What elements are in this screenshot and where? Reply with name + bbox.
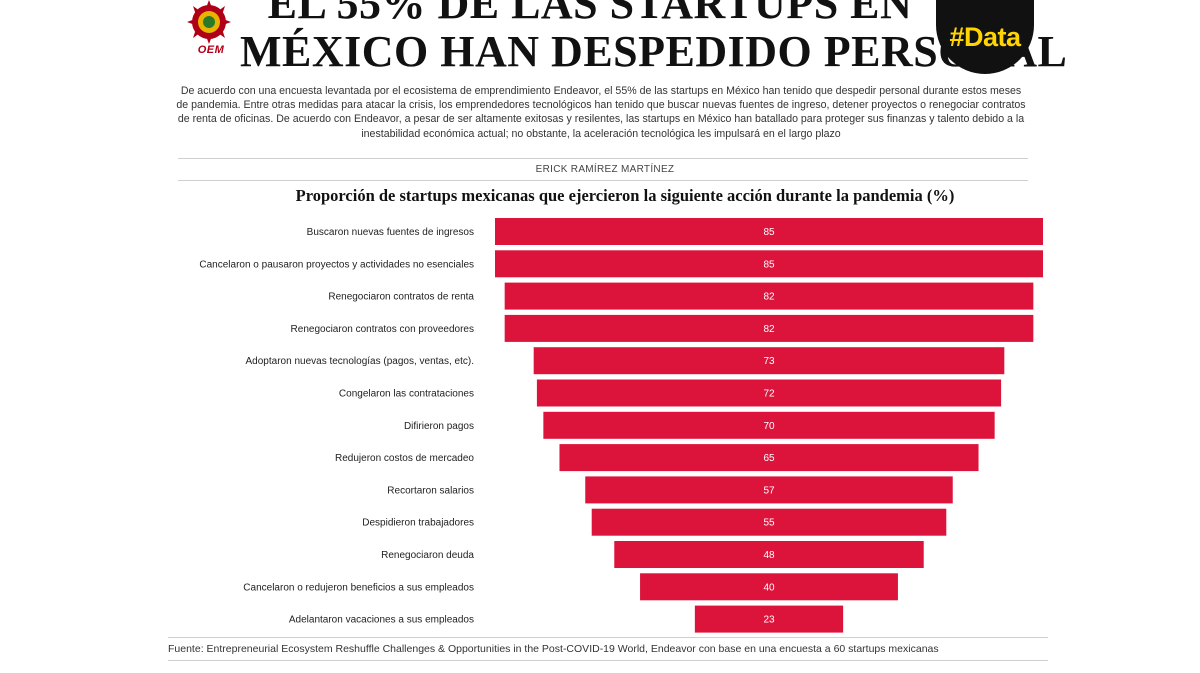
oem-logo-text: OEM xyxy=(197,44,225,56)
byline: ERICK RAMÍREZ MARTÍNEZ xyxy=(535,164,675,175)
bar-2 xyxy=(495,250,1043,278)
bar-value-label-1: 85 xyxy=(763,227,775,238)
bar-value-label-13: 23 xyxy=(763,615,775,626)
bar-1 xyxy=(495,218,1043,245)
headline-line-1: EL 55% DE LAS STARTUPS EN xyxy=(267,0,913,28)
bar-value-label-10: 55 xyxy=(763,518,775,529)
category-label-10: Despidieron trabajadores xyxy=(362,518,474,529)
headline-line-2: MÉXICO HAN DESPEDIDO PERSONAL xyxy=(240,27,1068,76)
source-note: Fuente: Entrepreneurial Ecosystem Reshuf… xyxy=(168,643,939,655)
category-label-2: Cancelaron o pausaron proyectos y activi… xyxy=(199,259,474,270)
category-label-9: Recortaron salarios xyxy=(387,485,474,496)
bar-12 xyxy=(640,573,898,601)
category-label-7: Difirieron pagos xyxy=(404,421,474,432)
divider-source xyxy=(168,637,1048,638)
bar-value-label-4: 82 xyxy=(763,324,775,335)
bar-value-label-8: 65 xyxy=(763,453,775,464)
category-label-6: Congelaron las contrataciones xyxy=(339,389,474,400)
category-label-12: Cancelaron o redujeron beneficios a sus … xyxy=(243,582,474,593)
bar-10 xyxy=(591,508,947,536)
bar-5 xyxy=(533,347,1005,375)
bar-13 xyxy=(694,605,844,633)
bar-7 xyxy=(543,411,995,439)
category-label-1: Buscaron nuevas fuentes de ingresos xyxy=(307,227,474,238)
category-label-5: Adoptaron nuevas tecnologías (pagos, ven… xyxy=(246,356,474,367)
data-badge-text: #Data xyxy=(949,21,1021,52)
bar-value-label-3: 82 xyxy=(763,292,775,303)
bar-6 xyxy=(536,379,1002,407)
bar-value-label-11: 48 xyxy=(763,550,775,561)
headline: EL 55% DE LAS STARTUPS EN MÉXICO HAN DES… xyxy=(240,0,1068,76)
bar-value-label-12: 40 xyxy=(763,582,775,593)
intro-paragraph: De acuerdo con una encuesta levantada po… xyxy=(176,85,1026,140)
oem-seal-logo xyxy=(187,0,231,44)
bar-value-label-6: 72 xyxy=(763,389,775,400)
chart-title: Proporción de startups mexicanas que eje… xyxy=(295,186,955,205)
category-label-11: Renegociaron deuda xyxy=(381,550,474,561)
category-label-13: Adelantaron vacaciones a sus empleados xyxy=(289,615,474,626)
bar-8 xyxy=(559,444,979,472)
divider-byline xyxy=(178,180,1028,181)
bar-value-label-2: 85 xyxy=(763,259,775,270)
bar-9 xyxy=(585,476,953,504)
divider-bottom xyxy=(168,660,1048,661)
category-label-3: Renegociaron contratos de renta xyxy=(328,292,474,303)
bar-value-label-7: 70 xyxy=(763,421,775,432)
bar-11 xyxy=(614,541,924,568)
bar-3 xyxy=(504,282,1034,310)
divider-top xyxy=(178,158,1028,159)
category-label-8: Redujeron costos de mercadeo xyxy=(335,453,474,464)
bar-value-label-9: 57 xyxy=(763,485,775,496)
category-label-4: Renegociaron contratos con proveedores xyxy=(291,324,474,335)
bar-4 xyxy=(504,314,1034,342)
bar-value-label-5: 73 xyxy=(763,356,775,367)
